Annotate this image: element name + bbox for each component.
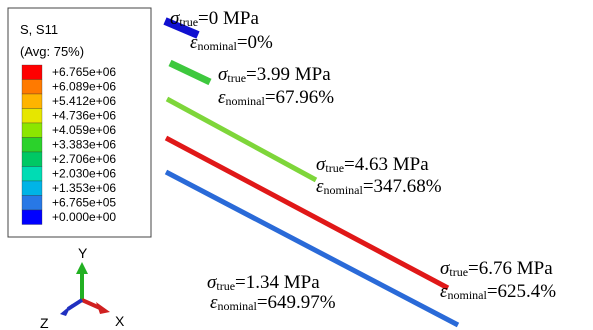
stress-label: σtrue=0 MPa — [170, 8, 259, 29]
axis-label: Y — [78, 245, 88, 261]
strain-label: εnominal=347.68% — [316, 176, 442, 197]
legend-swatch — [22, 181, 42, 196]
stress-label: σtrue=1.34 MPa — [207, 272, 320, 293]
subscript: nominal — [448, 288, 488, 302]
stress-label: σtrue=6.76 MPa — [440, 258, 553, 279]
value: =0 MPa — [198, 8, 259, 29]
value: =3.99 MPa — [246, 64, 331, 85]
value: =347.68% — [363, 176, 442, 197]
subscript: true — [227, 71, 246, 85]
legend-title: S, S11 — [20, 22, 58, 37]
value: =649.97% — [257, 292, 336, 313]
strain-label: εnominal=625.4% — [440, 281, 556, 302]
stress-label: σtrue=4.63 MPa — [316, 154, 429, 175]
legend-swatch — [22, 65, 42, 80]
value: =625.4% — [487, 281, 556, 302]
axis-label: X — [115, 313, 125, 329]
legend-label: +6.765e+06 — [52, 65, 116, 79]
axis-label: Z — [40, 315, 49, 330]
strain-label: εnominal=67.96% — [218, 87, 334, 108]
legend-label: +2.030e+06 — [52, 167, 116, 181]
legend-swatch — [22, 138, 42, 153]
triad: Y X Z — [40, 245, 125, 330]
value: =1.34 MPa — [235, 272, 320, 293]
value: =0% — [237, 32, 273, 53]
viewport: S, S11 (Avg: 75%) Y X Z +6.765e+06+6.089… — [0, 0, 593, 330]
strain-label: εnominal=649.97% — [210, 292, 336, 313]
page: S, S11 (Avg: 75%) Y X Z +6.765e+06+6.089… — [0, 0, 593, 330]
legend-swatch — [22, 109, 42, 124]
subscript: true — [216, 279, 235, 293]
legend-label: +4.736e+06 — [52, 109, 116, 123]
legend-swatch — [22, 152, 42, 167]
legend-subtitle: (Avg: 75%) — [20, 44, 84, 59]
value: =6.76 MPa — [468, 258, 553, 279]
legend-label: +4.059e+06 — [52, 123, 116, 137]
legend-label: +5.412e+06 — [52, 94, 116, 108]
legend-label: +1.353e+06 — [52, 181, 116, 195]
rod — [167, 99, 316, 180]
value: =4.63 MPa — [344, 154, 429, 175]
legend-label: +6.765e+05 — [52, 196, 116, 210]
stress-label: σtrue=3.99 MPa — [218, 64, 331, 85]
legend-swatch — [22, 167, 42, 182]
strain-label: εnominal=0% — [190, 32, 273, 53]
legend-swatch — [22, 210, 42, 225]
legend-label: +0.000e+00 — [52, 210, 116, 224]
legend-swatch — [22, 94, 42, 109]
subscript: true — [325, 161, 344, 175]
legend-swatch — [22, 80, 42, 95]
value: =67.96% — [265, 87, 334, 108]
legend-swatch — [22, 123, 42, 138]
subscript: true — [449, 265, 468, 279]
subscript: nominal — [324, 183, 364, 197]
rod — [170, 63, 210, 82]
legend-swatch — [22, 196, 42, 211]
subscript: nominal — [218, 299, 258, 313]
subscript: nominal — [226, 94, 266, 108]
legend-label: +2.706e+06 — [52, 152, 116, 166]
subscript: true — [179, 15, 198, 29]
subscript: nominal — [198, 39, 238, 53]
legend-label: +6.089e+06 — [52, 80, 116, 94]
legend-label: +3.383e+06 — [52, 138, 116, 152]
